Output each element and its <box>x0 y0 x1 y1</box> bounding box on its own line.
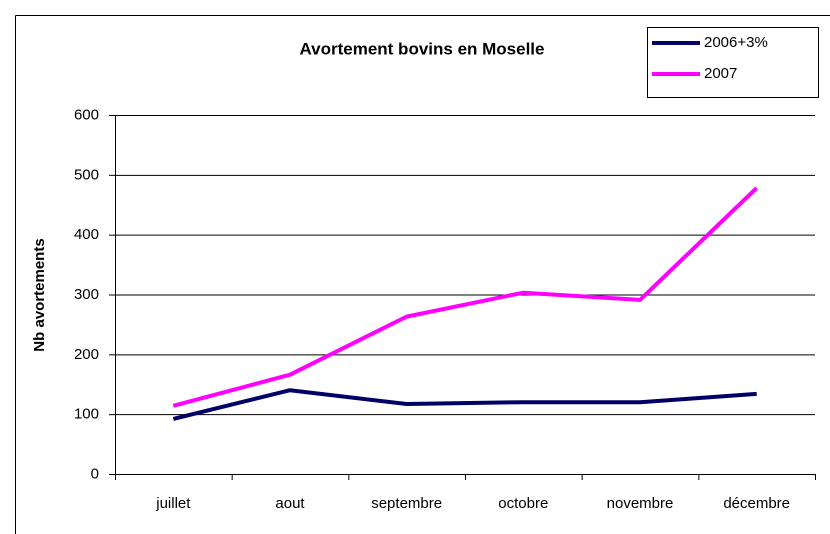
y-tick-label: 300 <box>74 286 99 303</box>
y-tick-label: 100 <box>74 406 99 423</box>
y-tick-label: 0 <box>91 465 99 482</box>
series-line <box>172 186 759 408</box>
x-tick-label: décembre <box>723 495 790 512</box>
x-tick-label: septembre <box>371 495 442 512</box>
x-tick-label: novembre <box>607 495 674 512</box>
y-tick-label: 200 <box>74 346 99 363</box>
legend-box <box>647 27 819 98</box>
legend-label: 2006+3% <box>704 34 768 51</box>
legend-label: 2007 <box>704 65 737 82</box>
x-tick-label: juillet <box>155 495 191 512</box>
y-axis-label: Nb avortements <box>31 238 48 351</box>
y-tick-label: 400 <box>74 226 99 243</box>
y-tick-label: 500 <box>74 166 99 183</box>
x-tick-label: aout <box>275 495 305 512</box>
x-tick-label: octobre <box>498 495 548 512</box>
series-line <box>172 388 757 421</box>
y-tick-label: 600 <box>74 106 99 123</box>
chart-title: Avortement bovins en Moselle <box>300 39 545 58</box>
